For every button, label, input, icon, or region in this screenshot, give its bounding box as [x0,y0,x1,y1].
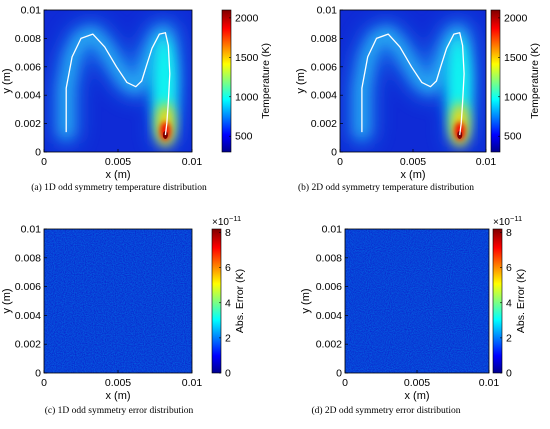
colorbar-tick-label: 2 [225,332,231,344]
y-tick-label: 0.004 [15,90,41,102]
heatmap [44,10,192,152]
panel-b: 0 0.002 0.004 0.006 0.008 0.01 0 0.005 0.01 x (m)… [295,5,541,194]
y-axis-label: y (m) [300,288,312,313]
colorbar: 500 1000 1500 2000 Temperature (K) [221,9,272,153]
x-tick-label: 0.01 [182,377,203,389]
y-tick-label: 0.004 [15,310,41,322]
y-axis-label: y (m) [1,68,13,93]
heatmap [44,229,192,373]
y-tick-label: 0 [35,368,41,380]
x-tick-label: 0 [337,156,343,168]
x-tick-label: 0 [41,156,47,168]
y-tick-label: 0.006 [316,281,342,293]
colorbar-label: Abs. Error (K) [515,269,527,333]
y-tick-label: 0.002 [316,339,342,351]
error-noise [345,229,489,373]
colorbar: 0 2 4 6 8 Abs. Error (K) ×10−11 [492,214,527,380]
x-axis-label: x (m) [404,390,429,402]
colorbar-gradient [492,228,503,374]
colorbar-tick-label: 2 [506,332,512,344]
colorbar-tick-label: 0 [225,368,231,380]
y-tick-label: 0.008 [311,33,337,45]
y-axis-label: y (m) [295,68,307,93]
x-tick-label: 0.01 [479,377,500,389]
colorbar-tick-label: 2000 [504,12,528,24]
caption: (d) 2D odd symmetry error distribution [311,405,460,416]
panel-d: 0 0.002 0.004 0.006 0.008 0.01 0 0.005 0.01 x (m)… [300,214,527,416]
panel-a: 0 0.002 0.004 0.006 0.008 0.01 0 0.005 0.01 x (m)… [1,5,272,194]
y-tick-label: 0.006 [15,61,41,73]
x-tick-label: 0.005 [400,156,426,168]
heatmap [345,229,489,373]
x-axis-label: x (m) [105,390,130,402]
scan-path-line [65,32,171,136]
colorbar: 500 1000 1500 2000 Temperature (K) [490,9,541,153]
colorbar-gradient [490,9,501,153]
y-tick-label: 0 [336,368,342,380]
colorbar-tick-label: 4 [506,297,512,309]
colorbar-label: Temperature (K) [260,43,272,119]
x-tick-label: 0.005 [105,377,131,389]
colorbar-tick-label: 8 [506,227,512,239]
error-noise [44,229,192,373]
y-tick-label: 0 [35,147,41,159]
x-axis-label: x (m) [105,169,130,181]
colorbar-tick-label: 2000 [235,12,259,24]
colorbar-tick-label: 1500 [504,52,528,64]
y-tick-label: 0.006 [15,281,41,293]
colorbar-tick-label: 1000 [235,91,259,103]
colorbar-tick-label: 6 [506,262,512,274]
caption: (a) 1D odd symmetry temperature distribu… [31,182,207,193]
caption: (b) 2D odd symmetry temperature distribu… [298,182,474,193]
y-tick-label: 0.01 [21,224,42,236]
colorbar-tick-label: 6 [225,262,231,274]
y-tick-label: 0 [331,147,337,159]
y-tick-label: 0.004 [311,90,337,102]
y-tick-label: 0.01 [322,224,343,236]
scan-path-line [361,32,465,136]
x-tick-label: 0 [342,377,348,389]
colorbar-exponent-power: −11 [510,214,522,223]
y-tick-label: 0.01 [317,5,338,17]
x-axis-label: x (m) [400,169,425,181]
y-tick-label: 0.002 [15,118,41,130]
y-tick-label: 0.002 [311,118,337,130]
y-tick-label: 0.006 [311,61,337,73]
colorbar-tick-label: 4 [225,297,231,309]
x-tick-label: 0 [41,377,47,389]
y-tick-label: 0.008 [316,252,342,264]
x-tick-label: 0.01 [476,156,497,168]
colorbar-tick-label: 500 [504,131,522,143]
colorbar-exponent: ×10−11 [212,214,241,228]
colorbar-tick-label: 1500 [235,52,259,64]
colorbar-tick-label: 500 [235,131,253,143]
colorbar-tick-label: 1000 [504,91,528,103]
colorbar-label: Temperature (K) [529,43,541,119]
y-tick-label: 0.01 [21,5,42,17]
colorbar-exponent: ×10−11 [493,214,522,228]
colorbar-exponent-power: −11 [229,214,241,223]
x-tick-label: 0.005 [404,377,430,389]
colorbar: 0 2 4 6 8 Abs. Error (K) ×10−11 [211,214,246,380]
colorbar-gradient [221,9,232,153]
colorbar-tick-label: 8 [225,227,231,239]
x-tick-label: 0.005 [105,156,131,168]
y-tick-label: 0.002 [15,339,41,351]
colorbar-tick-label: 0 [506,368,512,380]
caption: (c) 1D odd symmetry error distribution [45,405,194,416]
y-axis-label: y (m) [1,288,13,313]
colorbar-label: Abs. Error (K) [234,269,246,333]
colorbar-gradient [211,228,222,374]
x-tick-label: 0.01 [182,156,203,168]
heatmap [340,10,486,152]
y-tick-label: 0.004 [316,310,342,322]
panel-c: 0 0.002 0.004 0.006 0.008 0.01 0 0.005 0.01 x (m)… [1,214,246,416]
y-tick-label: 0.008 [15,33,41,45]
y-tick-label: 0.008 [15,252,41,264]
